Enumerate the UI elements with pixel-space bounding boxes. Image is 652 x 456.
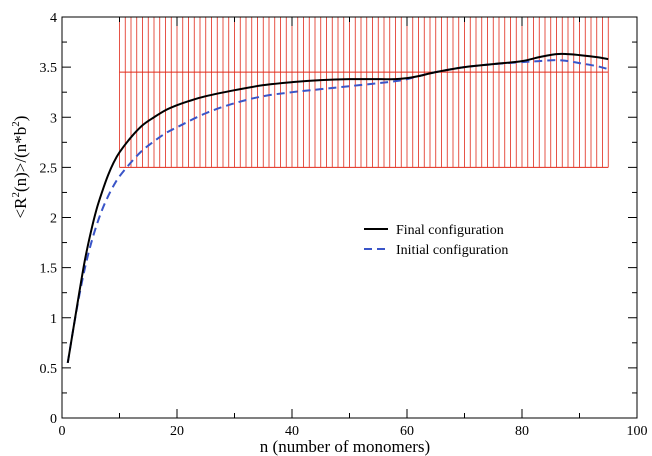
x-tick-label: 100 — [627, 424, 648, 439]
y-axis-label-mid: (n)>/(n*b — [11, 127, 30, 192]
y-tick-label: 2 — [50, 212, 57, 227]
y-tick-label: 0 — [50, 412, 57, 427]
legend-label-final: Final configuration — [396, 223, 504, 238]
y-tick-label: 1.5 — [40, 262, 58, 277]
y-axis-label: <R2(n)>/(n*b2) — [10, 116, 30, 219]
y-axis-label-sup2: 2 — [10, 121, 22, 127]
x-tick-label: 40 — [285, 424, 299, 439]
y-axis-label-pre: <R — [11, 197, 30, 219]
axis-ticks: 0 20 40 60 80 100 0 0.5 1 1.5 2 2.5 3 3.5 4 — [40, 11, 648, 439]
x-tick-label: 80 — [515, 424, 529, 439]
series-layer — [66, 52, 609, 364]
y-tick-label: 3.5 — [40, 61, 58, 76]
x-tick-label: 0 — [59, 424, 66, 439]
y-tick-label: 1 — [50, 312, 57, 327]
y-tick-label: 0.5 — [40, 362, 58, 377]
y-axis-label-post: ) — [11, 116, 30, 122]
reference-band — [119, 17, 609, 168]
y-tick-label: 2.5 — [40, 161, 58, 176]
legend: Final configuration Initial configuratio… — [364, 223, 508, 258]
x-tick-label: 60 — [400, 424, 414, 439]
series-line-final — [66, 52, 609, 364]
x-tick-label: 20 — [170, 424, 184, 439]
y-axis-label-sup1: 2 — [10, 192, 22, 198]
x-axis-label: n (number of monomers) — [260, 437, 430, 456]
y-tick-label: 3 — [50, 111, 57, 126]
y-tick-label: 4 — [50, 11, 57, 26]
legend-label-initial: Initial configuration — [396, 243, 508, 258]
series-line-initial — [66, 59, 609, 364]
